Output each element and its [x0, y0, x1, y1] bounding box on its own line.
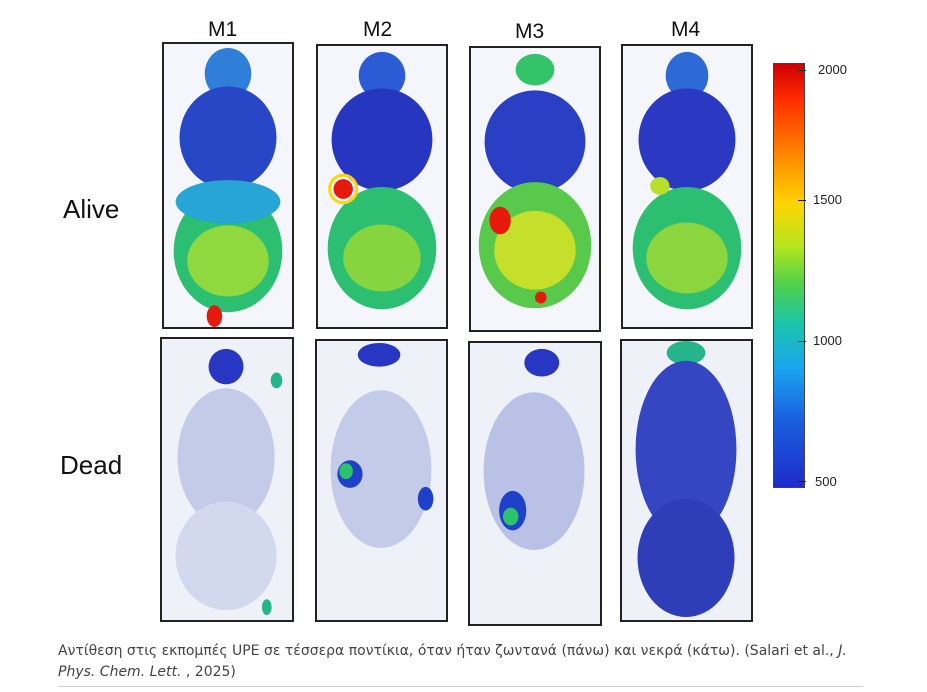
column-label-m3: M3 — [515, 20, 545, 43]
panel-dead-m2 — [315, 339, 448, 622]
panel-dead-m1 — [160, 337, 294, 622]
column-label-m4: M4 — [671, 18, 701, 41]
colorbar-tick-mark-500 — [798, 481, 806, 482]
colorbar-label-500: 500 — [815, 474, 837, 489]
caption-divider — [58, 686, 863, 687]
colorbar-tick-mark-2000 — [798, 70, 806, 71]
mouse-alive-m4-image — [623, 46, 751, 327]
figure-caption: Αντίθεση στις εκπομπές UPE σε τέσσερα πο… — [58, 641, 858, 683]
mouse-dead-m1-image — [162, 339, 292, 620]
panel-dead-m3 — [468, 341, 602, 626]
row-label-dead: Dead — [60, 450, 123, 480]
mouse-dead-m4-image — [622, 341, 751, 620]
mouse-dead-m3-image — [470, 343, 600, 624]
caption-year: , 2025) — [181, 664, 236, 680]
colorbar-label-2000: 2000 — [818, 62, 847, 77]
column-label-m2: M2 — [363, 18, 393, 41]
mouse-alive-m2-image — [318, 46, 446, 327]
panel-alive-m2 — [316, 44, 448, 329]
colorbar-label-1500: 1500 — [813, 192, 842, 207]
colorbar-tick-mark-1500 — [798, 200, 806, 201]
panel-alive-m3 — [469, 46, 601, 332]
colorbar-label-1000: 1000 — [813, 333, 842, 348]
panel-dead-m4 — [620, 339, 753, 622]
mouse-dead-m2-image — [317, 341, 446, 620]
caption-text: Αντίθεση στις εκπομπές UPE σε τέσσερα πο… — [58, 643, 839, 659]
caption-journal: J. Phys. Chem. Lett. — [58, 643, 847, 680]
row-label-alive: Alive — [63, 194, 120, 224]
intensity-colorbar — [773, 63, 805, 488]
panel-alive-m1 — [162, 42, 294, 329]
column-label-m1: M1 — [208, 18, 238, 41]
colorbar-tick-mark-1000 — [798, 341, 806, 342]
panel-alive-m4 — [621, 44, 753, 329]
mouse-alive-m1-image — [164, 44, 292, 327]
mouse-alive-m3-image — [471, 48, 599, 330]
